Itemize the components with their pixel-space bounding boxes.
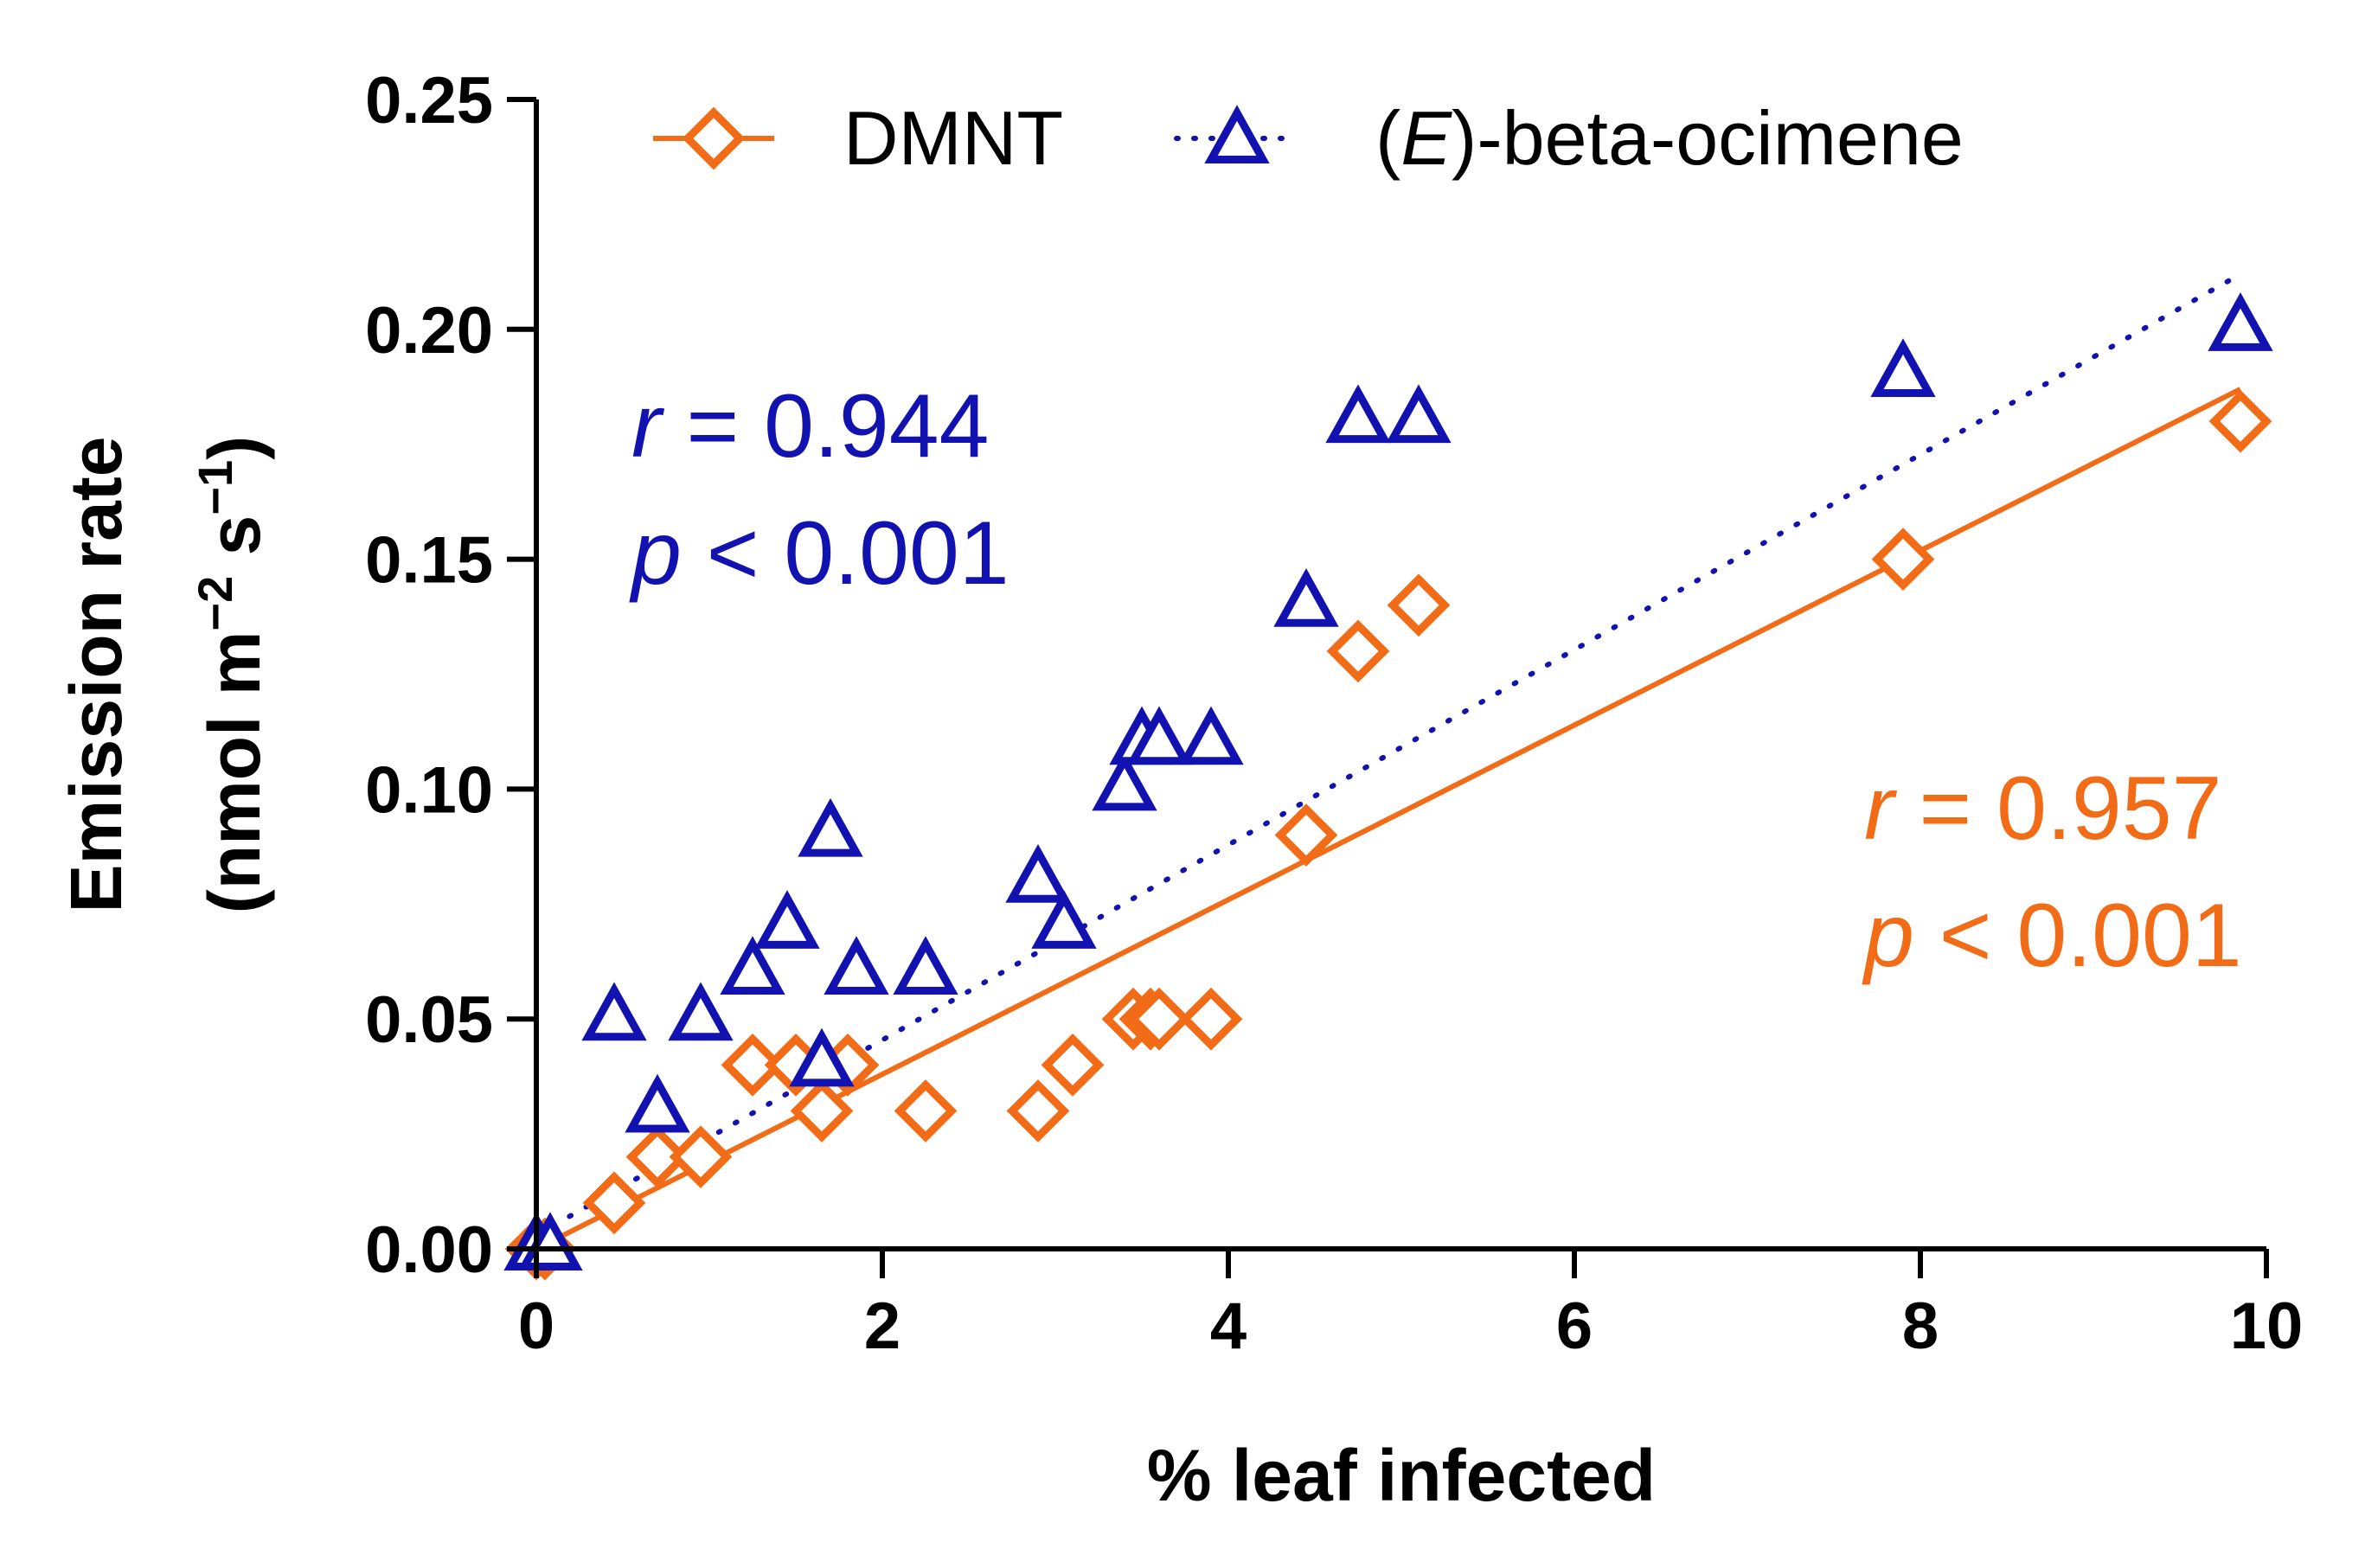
data-point-ocimene [824,936,889,995]
data-point-dmnt [1006,1079,1070,1142]
stat-p-dmnt-label: p [1862,886,1914,986]
data-point-ocimene [2208,292,2273,351]
legend-label-ocimene-italic: E [1400,95,1452,181]
data-point-ocimene [668,982,734,1041]
data-point-ocimene [1325,384,1391,444]
data-point-ocimene [1870,338,1936,397]
data-point-dmnt [1274,803,1338,867]
data-point-ocimene [625,1073,690,1133]
stat-r-dmnt-label: r [1864,758,1898,859]
stat-p-dmnt-value: < 0.001 [1914,886,2242,986]
data-point-dmnt [1127,987,1191,1051]
y-tick-label: 0.05 [365,983,493,1057]
legend-item-ocimene: (E)-beta-ocimene [1174,95,1964,181]
data-point-ocimene [720,936,785,995]
y-tick-label: 0.15 [365,524,493,598]
y-ticks: 0.00 0.05 0.10 0.15 0.20 0.25 [365,64,536,1287]
y-tick-label: 0.25 [365,64,493,138]
legend-label-ocimene: (E)-beta-ocimene [1375,95,1964,181]
legend-marker-dmnt [682,106,746,170]
legend-marker-ocimene [1204,105,1270,164]
y-axis-title-line2: (nmol m−2 s−1) [188,436,275,913]
data-point-dmnt [894,1079,958,1142]
stat-r-dmnt-value: = 0.957 [1894,758,2222,859]
data-point-ocimene [1092,752,1157,811]
data-point-dmnt [1041,1033,1105,1097]
y-axis-title-line1: Emission rate [55,437,137,913]
x-ticks: 0 2 4 6 8 10 [518,1249,2303,1363]
y-axis-title: Emission rate (nmol m−2 s−1) [55,436,275,913]
data-point-ocimene [798,797,863,857]
stat-r-dmnt: r = 0.957 [1864,758,2221,859]
stat-p-ocimene-value: < 0.001 [682,503,1009,604]
data-point-ocimene [789,1027,855,1087]
y-axis-unit-exp1: −2 [188,576,242,631]
data-point-ocimene [1273,568,1339,627]
stat-p-ocimene-label: p [629,503,682,604]
stat-r-ocimene: r = 0.944 [631,376,989,477]
axes [534,99,2266,1251]
legend-marker-dmnt-shape [682,106,746,170]
data-point-dmnt [1871,528,1935,591]
stat-p-ocimene: p < 0.001 [629,503,1009,604]
legend-label-ocimene-prefix: ( [1375,95,1400,181]
data-point-ocimene [1005,843,1071,903]
data-point-dmnt [582,1171,646,1235]
legend-item-dmnt: DMNT [653,95,1063,181]
data-point-dmnt [790,1079,854,1142]
y-axis-unit-prefix: (nmol m [194,631,275,914]
stat-p-dmnt: p < 0.001 [1862,886,2242,986]
x-tick-label: 0 [518,1290,554,1363]
x-tick-label: 4 [1210,1290,1247,1363]
stat-r-ocimene-value: = 0.944 [662,376,990,477]
data-point-ocimene [754,890,820,949]
x-tick-label: 10 [2230,1290,2304,1363]
data-point-dmnt [1179,987,1243,1051]
data-point-ocimene [1386,384,1452,444]
legend-label-dmnt: DMNT [843,95,1063,181]
data-point-dmnt [625,1125,689,1189]
data-point-dmnt [669,1125,733,1189]
y-axis-unit-suffix: ) [194,436,275,460]
stat-r-ocimene-label: r [631,376,665,477]
data-point-dmnt [2208,389,2272,453]
stats-ocimene: r = 0.944 p < 0.001 [629,376,1009,604]
x-tick-label: 8 [1902,1290,1939,1363]
y-tick-label: 0.10 [365,753,493,827]
data-point-dmnt [721,1033,785,1097]
data-point-dmnt [1326,619,1390,683]
data-point-dmnt [1387,573,1451,637]
y-axis-unit-mid: s [194,515,275,576]
data-points [503,292,2273,1281]
data-point-ocimene [581,982,647,1041]
x-tick-label: 6 [1556,1290,1593,1363]
y-tick-label: 0.00 [365,1213,493,1287]
data-point-ocimene [1178,706,1244,765]
x-tick-label: 2 [864,1290,900,1363]
legend-label-ocimene-suffix: )-beta-ocimene [1452,95,1964,181]
y-axis-unit-exp2: −1 [188,460,242,515]
data-point-ocimene [1031,890,1097,949]
legend-marker-ocimene-shape [1204,105,1270,164]
y-tick-label: 0.20 [365,294,493,368]
legend: DMNT (E)-beta-ocimene [653,95,1964,181]
stats-dmnt: r = 0.957 p < 0.001 [1862,758,2242,986]
data-point-ocimene [893,936,958,995]
data-point-ocimene [1126,706,1192,765]
x-axis-title: % leaf infected [1147,1435,1656,1516]
